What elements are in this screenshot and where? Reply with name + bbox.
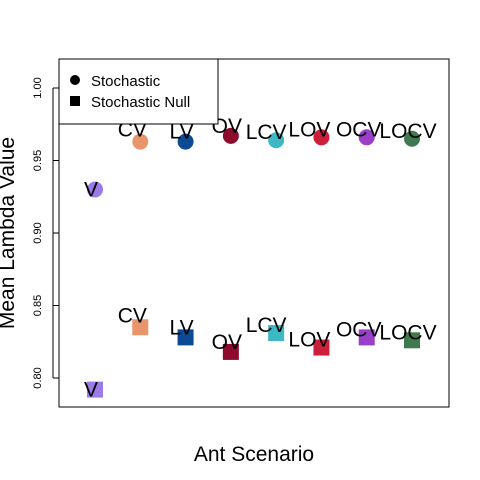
stochastic-label-ov: OV [212, 115, 242, 138]
stochastic-label-lov: LOV [288, 118, 330, 141]
stochastic-label-v: V [84, 179, 98, 202]
stochastic-label-ocv: OCV [336, 118, 382, 141]
stochastic-label-locv: LOCV [379, 120, 436, 143]
stochastic-null-point-locv [404, 332, 420, 349]
stochastic-null-label-ocv: OCV [336, 318, 382, 341]
stochastic-null-label-lv: LV [170, 316, 194, 339]
stochastic-null-point-ocv [358, 329, 375, 346]
y-tick-label: 0.80 [32, 367, 44, 388]
stochastic-null-point-ov [222, 343, 239, 360]
stochastic-point-lcv [268, 132, 285, 149]
legend-entry-stochastic-null: Stochastic Null [91, 94, 190, 111]
stochastic-null-label-lov: LOV [288, 329, 330, 352]
y-tick-label: 1.00 [32, 77, 44, 98]
stochastic-null-point-lv [177, 329, 194, 346]
y-axis-title: Mean Lambda Value [0, 137, 19, 329]
stochastic-null-label-cv: CV [118, 304, 147, 327]
legend-square-marker [70, 96, 80, 106]
y-axis: 0.80 0.85 0.90 0.95 1.00 [32, 77, 59, 389]
stochastic-null-label-lcv: LCV [246, 314, 287, 337]
stochastic-null-point-lcv [268, 325, 285, 342]
legend-circle-marker [70, 75, 80, 85]
y-tick-label: 0.95 [32, 150, 44, 171]
stochastic-null-point-lov [313, 339, 330, 356]
stochastic-point-ov [222, 127, 239, 144]
y-tick-label: 0.85 [32, 295, 44, 316]
stochastic-label-lcv: LCV [246, 121, 287, 144]
y-tick-label: 0.90 [32, 222, 44, 243]
legend-entry-stochastic: Stochastic [91, 73, 161, 90]
stochastic-point-ocv [358, 129, 375, 146]
stochastic-null-label-locv: LOCV [379, 321, 436, 344]
plot-points [87, 127, 420, 398]
stochastic-point-v [87, 181, 103, 198]
stochastic-null-point-v [87, 381, 103, 398]
stochastic-point-cv [132, 133, 149, 150]
stochastic-null-label-ov: OV [212, 331, 242, 354]
stochastic-point-lv [177, 133, 194, 150]
legend-box [58, 58, 219, 125]
stochastic-point-lov [313, 129, 330, 146]
stochastic-null-label-v: V [84, 379, 98, 402]
stochastic-label-lv: LV [170, 121, 194, 144]
legend: Stochastic Stochastic Null [58, 58, 219, 125]
stochastic-null-point-cv [132, 319, 149, 336]
plot-frame [58, 58, 450, 408]
x-axis-title: Ant Scenario [194, 443, 314, 466]
stochastic-point-locv [404, 130, 420, 147]
